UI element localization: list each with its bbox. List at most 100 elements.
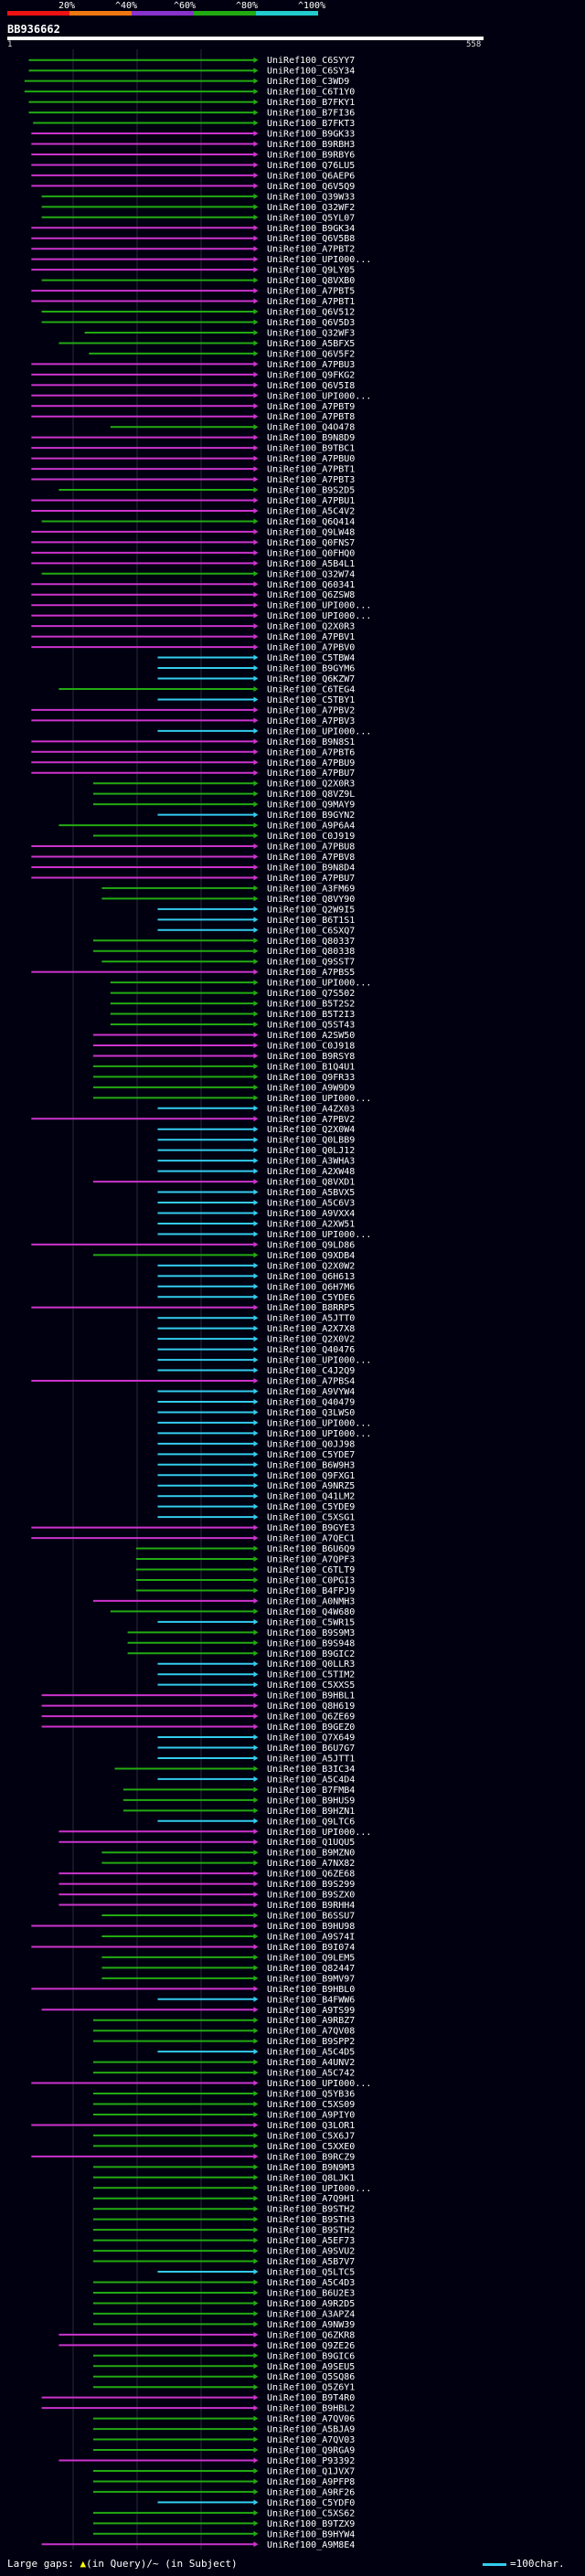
hit-row[interactable]: UniRef100_C5XSG1 (157, 1513, 356, 1523)
hit-row[interactable]: UniRef100_Q6V5B8 (31, 234, 355, 244)
hit-row[interactable]: UniRef100_Q6ZSW8 (31, 590, 355, 600)
hit-label[interactable]: UniRef100_Q6V5I8 (267, 381, 355, 391)
hit-row[interactable]: UniRef100_UPI000... (157, 1429, 372, 1439)
hit-row[interactable]: UniRef100_Q1UQU5 (58, 1838, 355, 1848)
hit-label[interactable]: UniRef100_UPI000... (267, 1094, 371, 1104)
hit-label[interactable]: UniRef100_A9VXX4 (267, 1209, 355, 1219)
hit-row[interactable]: UniRef100_Q41LM2 (157, 1492, 356, 1502)
hit-label[interactable]: UniRef100_A4ZX03 (267, 1104, 355, 1114)
hit-label[interactable]: UniRef100_A5JTT1 (267, 1754, 355, 1764)
hit-row[interactable]: UniRef100_A7PBT6 (31, 747, 355, 758)
hit-row[interactable]: UniRef100_A7PBT8 (31, 412, 355, 422)
hit-label[interactable]: UniRef100_A2XW48 (267, 1167, 355, 1177)
hit-label[interactable]: UniRef100_A5C6V3 (267, 1199, 355, 1209)
hit-label[interactable]: UniRef100_A9RF26 (267, 2487, 355, 2497)
hit-label[interactable]: UniRef100_Q80337 (267, 937, 355, 947)
hit-row[interactable]: UniRef100_Q6ZE68 (58, 1870, 355, 1880)
hit-label[interactable]: UniRef100_Q9FR33 (267, 1073, 355, 1083)
hit-row[interactable]: UniRef100_UPI000... (31, 255, 371, 265)
hit-row[interactable]: UniRef100_Q5SQ86 (93, 2372, 355, 2382)
hit-row[interactable]: UniRef100_A3APZ4 (93, 2309, 355, 2319)
hit-label[interactable]: UniRef100_B9S9M3 (267, 1628, 355, 1638)
hit-row[interactable]: UniRef100_A5C4D3 (93, 2278, 355, 2288)
hit-label[interactable]: UniRef100_A7PBT9 (267, 402, 355, 412)
hit-label[interactable]: UniRef100_A2SW50 (267, 1031, 355, 1041)
hit-label[interactable]: UniRef100_A9SEU5 (267, 2362, 355, 2372)
hit-label[interactable]: UniRef100_C5TIM2 (267, 1670, 355, 1680)
hit-label[interactable]: UniRef100_C5YDE9 (267, 1502, 355, 1512)
hit-label[interactable]: UniRef100_B6U2E3 (267, 2288, 355, 2298)
hit-row[interactable]: UniRef100_UPI000... (157, 1230, 372, 1240)
hit-row[interactable]: UniRef100_B9TZX9 (93, 2519, 355, 2529)
hit-label[interactable]: UniRef100_Q2W9I5 (267, 905, 355, 915)
hit-label[interactable]: UniRef100_B9SZX0 (267, 1891, 355, 1901)
hit-label[interactable]: UniRef100_Q40476 (267, 1345, 355, 1355)
hit-label[interactable]: UniRef100_B6U7G7 (267, 1744, 355, 1754)
hit-row[interactable]: UniRef100_Q9FXG1 (157, 1471, 356, 1481)
hit-row[interactable]: UniRef100_Q40479 (157, 1397, 356, 1407)
hit-row[interactable]: UniRef100_B9RSY8 (93, 1052, 355, 1062)
hit-label[interactable]: UniRef100_A9P6A4 (267, 822, 355, 832)
hit-row[interactable]: UniRef100_UPI000... (31, 391, 371, 401)
hit-row[interactable]: UniRef100_B9STH2 (93, 2205, 355, 2215)
hit-label[interactable]: UniRef100_A9PFP8 (267, 2477, 355, 2487)
hit-row[interactable]: UniRef100_Q0LBB9 (157, 1136, 356, 1146)
hit-label[interactable]: UniRef100_A2X7X8 (267, 1324, 355, 1334)
hit-row[interactable]: UniRef100_A7PBT1 (31, 465, 355, 475)
hit-label[interactable]: UniRef100_Q9MAY9 (267, 800, 355, 811)
hit-label[interactable]: UniRef100_A5B4L1 (267, 559, 355, 569)
hit-row[interactable]: UniRef100_A7PBU9 (31, 758, 355, 769)
hit-label[interactable]: UniRef100_B9GYM6 (267, 664, 355, 674)
hit-row[interactable]: UniRef100_Q0LJ12 (157, 1146, 356, 1156)
hit-label[interactable]: UniRef100_B9N9M3 (267, 2163, 355, 2173)
hit-row[interactable]: UniRef100_A5C4D5 (157, 2048, 356, 2058)
hit-row[interactable]: UniRef100_A5BFX5 (58, 339, 355, 349)
hit-label[interactable]: UniRef100_Q6KZW7 (267, 674, 355, 684)
hit-row[interactable]: UniRef100_Q6V5F2 (89, 349, 355, 359)
hit-label[interactable]: UniRef100_Q4W680 (267, 1607, 355, 1617)
hit-label[interactable]: UniRef100_A3APZ4 (267, 2309, 355, 2319)
hit-label[interactable]: UniRef100_A7PBV1 (267, 632, 355, 642)
hit-row[interactable]: UniRef100_Q9LEM5 (101, 1953, 355, 1963)
hit-row[interactable]: UniRef100_Q2X0R3 (31, 622, 355, 632)
hit-row[interactable]: UniRef100_UPI000... (93, 2184, 371, 2194)
hit-row[interactable]: UniRef100_Q9LTC6 (157, 1817, 356, 1827)
hit-row[interactable]: UniRef100_A9NW39 (93, 2320, 355, 2330)
hit-label[interactable]: UniRef100_C5X6J7 (267, 2131, 355, 2141)
hit-row[interactable]: UniRef100_Q6ZE69 (41, 1712, 356, 1723)
hit-row[interactable]: UniRef100_Q6Q414 (41, 517, 356, 527)
hit-row[interactable]: UniRef100_C5YDE6 (157, 1293, 356, 1303)
hit-label[interactable]: UniRef100_B9HBL1 (267, 1691, 355, 1701)
hit-row[interactable]: UniRef100_B6U6Q9 (136, 1544, 355, 1554)
hit-row[interactable]: UniRef100_B7FKT3 (33, 119, 355, 129)
hit-row[interactable]: UniRef100_A7QV08 (93, 2027, 355, 2037)
hit-label[interactable]: UniRef100_Q6ZE69 (267, 1712, 355, 1723)
hit-label[interactable]: UniRef100_Q9ZE26 (267, 2341, 355, 2351)
hit-row[interactable]: UniRef100_Q6H613 (157, 1272, 356, 1282)
hit-row[interactable]: UniRef100_Q9FR33 (93, 1073, 355, 1083)
hit-label[interactable]: UniRef100_B9S299 (267, 1880, 355, 1890)
hit-label[interactable]: UniRef100_C6SYY7 (267, 56, 355, 66)
hit-label[interactable]: UniRef100_A7PBT1 (267, 297, 355, 307)
hit-label[interactable]: UniRef100_B9S948 (267, 1638, 355, 1648)
hit-label[interactable]: UniRef100_A9R2D5 (267, 2299, 355, 2309)
hit-label[interactable]: UniRef100_A5C742 (267, 2069, 355, 2079)
hit-row[interactable]: UniRef100_A9RBZ7 (93, 2016, 355, 2026)
hit-row[interactable]: UniRef100_B8RRP5 (31, 1303, 355, 1313)
hit-row[interactable]: UniRef100_A7PBT1 (31, 297, 355, 307)
hit-row[interactable]: UniRef100_UPI000... (157, 1356, 372, 1366)
hit-label[interactable]: UniRef100_B9N8D9 (267, 433, 355, 443)
hit-row[interactable]: UniRef100_A9SEU5 (93, 2362, 355, 2372)
hit-row[interactable]: UniRef100_C0J919 (93, 832, 355, 842)
hit-label[interactable]: UniRef100_C5YDE6 (267, 1293, 355, 1303)
hit-label[interactable]: UniRef100_C5TBW4 (267, 653, 355, 663)
hit-label[interactable]: UniRef100_A7PBT5 (267, 287, 355, 297)
hit-row[interactable]: UniRef100_A9PIY0 (93, 2110, 355, 2120)
hit-label[interactable]: UniRef100_Q0JJ98 (267, 1439, 355, 1449)
hit-label[interactable]: UniRef100_A3WHA3 (267, 1157, 355, 1167)
hit-row[interactable]: UniRef100_Q6KZW7 (157, 674, 356, 684)
hit-label[interactable]: UniRef100_Q0FHQ0 (267, 548, 355, 558)
hit-row[interactable]: UniRef100_A7Q9H1 (93, 2194, 355, 2204)
hit-row[interactable]: UniRef100_A5B7V7 (93, 2257, 355, 2267)
hit-label[interactable]: UniRef100_Q6ZE68 (267, 1870, 355, 1880)
